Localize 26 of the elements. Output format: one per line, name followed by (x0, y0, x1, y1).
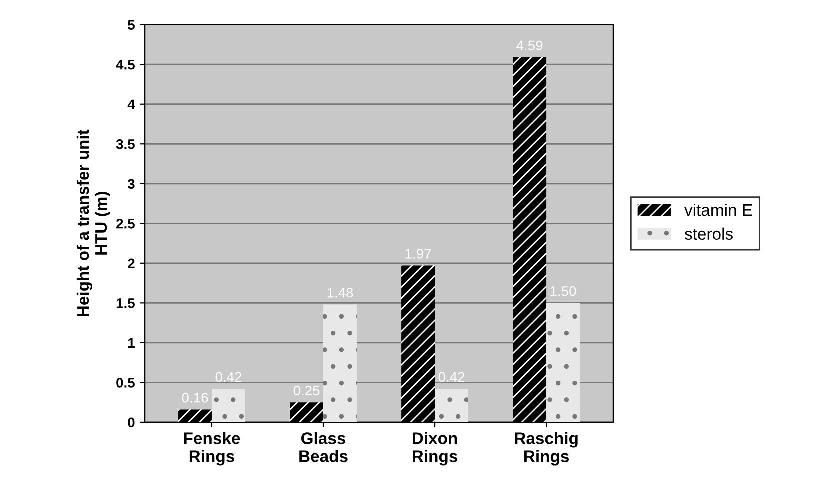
x-tick-label: Raschig Rings (515, 432, 578, 466)
y-tick-label: 0.5 (116, 378, 135, 388)
bar (513, 57, 547, 422)
y-tick-label: 0 (128, 418, 135, 428)
y-axis-title: Height of a transfer unit HTU (m) (76, 130, 110, 317)
y-tick-label: 1 (128, 338, 135, 348)
y-tick-label: 3.5 (116, 139, 135, 150)
x-tick-label: Fenske Rings (184, 432, 240, 466)
y-tick-label: 2.5 (116, 218, 135, 229)
bar (402, 266, 436, 422)
y-tick-label: 2 (128, 258, 135, 268)
x-tick-label: Dixon Rings (412, 432, 458, 466)
y-tick-label: 1.5 (116, 298, 135, 308)
bar (324, 304, 357, 422)
legend-label: vitamin E (684, 204, 752, 216)
bar (290, 402, 324, 422)
y-tick-label: 4 (128, 100, 136, 110)
y-tick-label: 4.5 (116, 60, 135, 70)
x-tick-label: Glass Beads (300, 432, 348, 462)
bar (178, 410, 212, 422)
legend-label: sterols (684, 228, 733, 240)
y-tick-label: 3 (128, 179, 135, 190)
y-tick-label: 5 (128, 20, 135, 30)
bar (546, 303, 580, 422)
bar (212, 389, 246, 422)
bar (435, 389, 468, 422)
